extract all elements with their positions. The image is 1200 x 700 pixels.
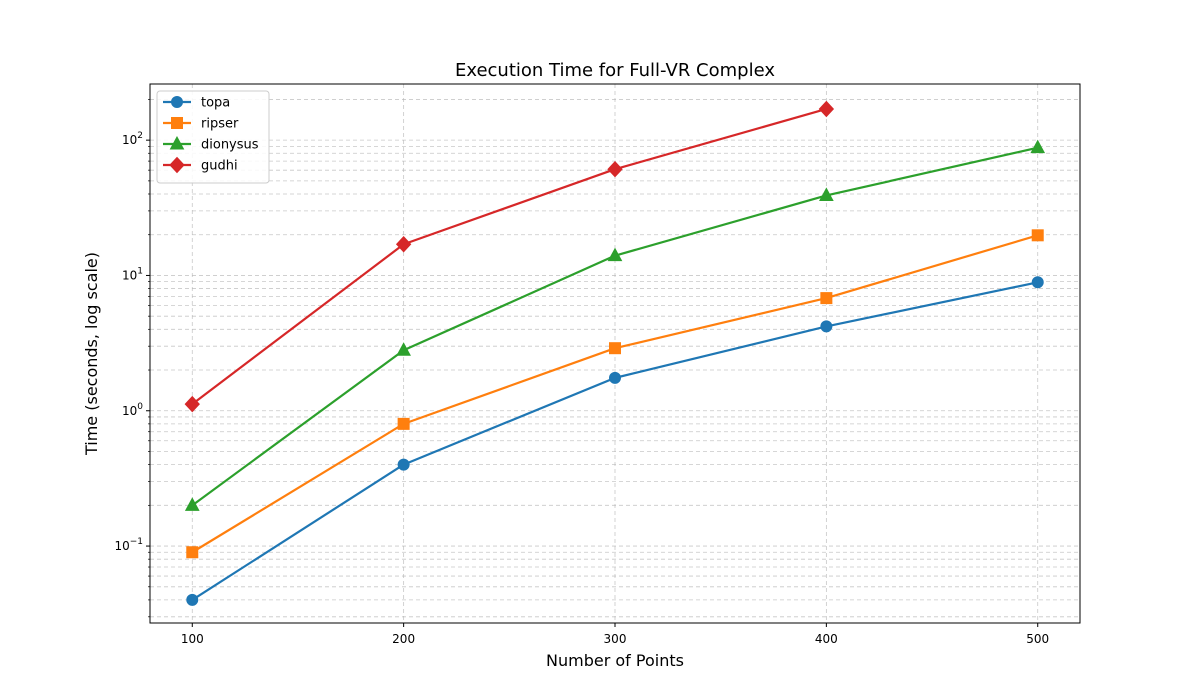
- data-point: [397, 417, 410, 430]
- y-tick-label: 102: [122, 131, 143, 147]
- legend-item: gudhi: [163, 156, 238, 174]
- data-point: [184, 497, 200, 511]
- x-tick-label: 400: [815, 632, 838, 646]
- y-tick-label: 10−1: [114, 537, 143, 553]
- series-dionysus: [184, 139, 1046, 511]
- data-point: [607, 247, 623, 262]
- legend-marker: [171, 96, 183, 108]
- data-point: [820, 292, 833, 305]
- legend-label: gudhi: [201, 159, 238, 174]
- series-layer: [184, 100, 1046, 606]
- data-point: [184, 395, 200, 413]
- data-point: [1030, 139, 1046, 154]
- data-point: [820, 320, 833, 333]
- data-point: [186, 593, 199, 606]
- chart-title: Execution Time for Full-VR Complex: [455, 60, 775, 81]
- data-point: [397, 458, 410, 471]
- data-point: [607, 160, 623, 178]
- data-point: [1031, 229, 1044, 242]
- series-gudhi: [184, 100, 835, 413]
- data-point: [818, 100, 835, 118]
- y-tick-label: 100: [122, 402, 143, 418]
- series-line: [191, 107, 827, 405]
- legend-box: [156, 90, 270, 184]
- data-point: [1031, 276, 1044, 289]
- x-axis: 100 200 300 400 500: [181, 623, 1049, 646]
- legend-item: dionysus: [163, 135, 259, 153]
- y-axis-label: Time (seconds, log scale): [82, 252, 101, 456]
- data-point: [609, 342, 621, 355]
- data-point: [395, 236, 412, 253]
- data-point: [396, 342, 411, 356]
- legend-item: ripser: [163, 117, 239, 132]
- data-point: [186, 546, 199, 559]
- x-tick-label: 300: [604, 632, 627, 646]
- legend-label: topa: [201, 96, 230, 111]
- legend: topa ripser dionysus gudhi: [156, 90, 270, 184]
- legend-item: topa: [163, 96, 230, 111]
- series-topa: [186, 276, 1044, 606]
- x-tick-label: 200: [392, 632, 415, 646]
- data-point: [609, 371, 621, 384]
- data-point: [819, 187, 834, 201]
- legend-marker: [169, 156, 185, 174]
- y-tick-label: 101: [122, 266, 143, 282]
- legend-marker: [171, 117, 183, 129]
- x-tick-label: 500: [1026, 632, 1049, 646]
- legend-label: dionysus: [201, 138, 259, 153]
- legend-label: ripser: [201, 117, 239, 132]
- x-tick-label: 100: [181, 632, 204, 646]
- series-ripser: [186, 229, 1044, 559]
- legend-marker: [169, 135, 185, 150]
- x-axis-label: Number of Points: [546, 651, 684, 670]
- y-axis: 10−1 100 101 102: [114, 99, 150, 618]
